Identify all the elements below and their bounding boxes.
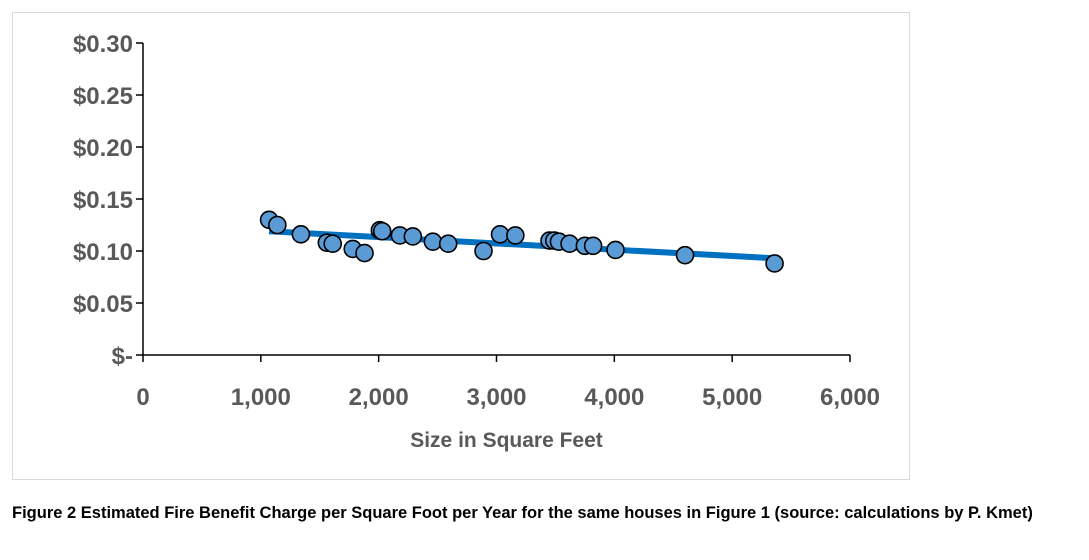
data-point bbox=[675, 245, 695, 265]
x-tick-label: 2,000 bbox=[349, 384, 409, 411]
y-tick-label: $0.25 bbox=[73, 83, 133, 110]
data-point bbox=[355, 243, 374, 263]
x-tick-label: 3,000 bbox=[466, 384, 526, 411]
data-point bbox=[765, 254, 784, 273]
x-axis-title: Size in Square Feet bbox=[410, 429, 603, 452]
x-tick-label: 5,000 bbox=[702, 384, 762, 411]
data-point bbox=[268, 215, 287, 235]
data-point bbox=[438, 234, 458, 254]
chart-frame: $- $0.05 $0.10 $0.15 $0.20 $0.25 $0.30 0 1,000 2… bbox=[12, 12, 910, 480]
y-tick-label: $0.05 bbox=[73, 291, 133, 318]
data-point bbox=[323, 234, 343, 254]
data-point bbox=[560, 234, 579, 254]
x-tick-label: 0 bbox=[136, 384, 149, 411]
y-axis-ticks: $- $0.05 $0.10 $0.15 $0.20 $0.25 $0.30 bbox=[73, 31, 143, 370]
data-point bbox=[606, 240, 625, 260]
figure-caption: Figure 2 Estimated Fire Benefit Charge p… bbox=[12, 504, 1033, 522]
data-point bbox=[583, 236, 603, 256]
y-tick-label: $0.30 bbox=[73, 31, 133, 58]
data-point bbox=[372, 221, 392, 241]
x-tick-label: 6,000 bbox=[820, 384, 880, 411]
data-point bbox=[403, 227, 423, 246]
data-point bbox=[291, 225, 311, 244]
data-point bbox=[490, 225, 510, 244]
y-tick-label: $0.10 bbox=[73, 239, 133, 266]
x-axis-ticks: 0 1,000 2,000 3,000 4,000 5,000 6,000 bbox=[136, 355, 880, 411]
data-point bbox=[506, 226, 525, 245]
y-tick-label: $0.20 bbox=[73, 135, 133, 162]
chart-svg: $- $0.05 $0.10 $0.15 $0.20 $0.25 $0.30 0 1,000 2… bbox=[73, 31, 880, 452]
scatter-points bbox=[259, 210, 784, 273]
x-tick-label: 1,000 bbox=[231, 384, 291, 411]
data-point bbox=[474, 241, 493, 261]
data-point bbox=[423, 232, 443, 251]
y-tick-label: $0.15 bbox=[73, 187, 133, 214]
y-tick-label: $- bbox=[112, 343, 133, 370]
x-tick-label: 4,000 bbox=[584, 384, 644, 411]
